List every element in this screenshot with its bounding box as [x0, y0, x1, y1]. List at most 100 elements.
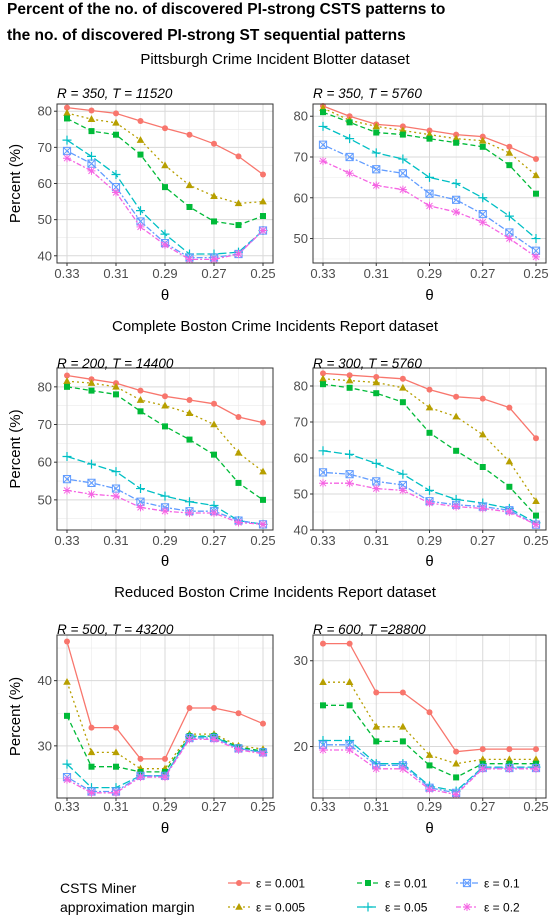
data-point	[478, 193, 488, 203]
legend-title-line-2: approximation margin	[60, 899, 195, 915]
data-point	[64, 712, 70, 719]
data-point	[161, 161, 169, 169]
series-line	[323, 681, 536, 765]
data-point	[452, 790, 461, 799]
data-point	[137, 408, 144, 415]
data-point	[113, 763, 119, 770]
data-point	[319, 157, 327, 166]
y-tick-label: 50	[294, 231, 308, 246]
data-point	[211, 400, 217, 407]
data-point	[532, 171, 540, 179]
data-point	[533, 746, 539, 753]
data-point	[87, 115, 96, 122]
series-e0-01	[64, 383, 266, 503]
data-point	[62, 475, 72, 484]
x-tick-label: 0.33	[310, 533, 335, 548]
data-point	[533, 190, 539, 197]
y-tick-label: 50	[38, 492, 52, 507]
data-point	[88, 763, 95, 770]
data-point	[62, 146, 72, 156]
x-tick-label: 0.27	[470, 533, 495, 548]
y-tick-label: 80	[38, 379, 52, 394]
data-point	[185, 181, 194, 189]
data-point	[506, 746, 513, 753]
data-point	[452, 195, 461, 204]
data-point	[346, 702, 353, 709]
data-point	[425, 751, 434, 758]
data-point	[211, 218, 217, 225]
data-point	[62, 759, 72, 769]
data-point	[320, 381, 326, 388]
data-point	[87, 151, 96, 161]
data-point	[113, 724, 119, 731]
data-point	[318, 736, 328, 746]
legend-label: ε = 0.05	[385, 901, 428, 915]
data-point	[345, 376, 354, 384]
data-point	[372, 165, 381, 174]
data-point	[234, 199, 243, 207]
x-axis-label: θ	[161, 820, 169, 837]
data-point	[259, 226, 267, 235]
y-tick-label: 60	[294, 451, 308, 466]
series-line	[322, 144, 537, 252]
x-tick-label: 0.27	[470, 266, 495, 281]
data-point	[531, 246, 541, 255]
y-tick-label: 50	[294, 487, 308, 502]
data-point	[63, 154, 71, 163]
data-point	[398, 185, 407, 194]
data-point	[345, 152, 354, 162]
data-point	[478, 136, 487, 144]
data-point	[345, 134, 355, 144]
data-point	[425, 485, 434, 495]
data-point	[532, 252, 540, 261]
data-point	[62, 452, 72, 462]
y-tick-label: 20	[294, 739, 308, 754]
data-point	[478, 755, 487, 763]
data-point	[320, 702, 326, 709]
data-point	[209, 501, 219, 511]
series-e0-001	[320, 370, 539, 442]
data-point	[111, 467, 121, 477]
legend-marker	[365, 880, 371, 886]
data-point	[479, 143, 486, 150]
data-point	[372, 722, 381, 730]
data-point	[399, 383, 407, 391]
legend-entry-e0-2: ε = 0.2	[456, 901, 520, 915]
data-point	[373, 390, 380, 397]
data-point	[87, 379, 96, 386]
data-point	[186, 705, 193, 712]
data-point	[479, 746, 486, 753]
panel-border	[312, 367, 547, 531]
legend-marker	[363, 902, 373, 912]
legend-entry-e0-01: ε = 0.01	[357, 877, 428, 891]
data-point	[425, 201, 434, 210]
data-point	[136, 497, 145, 506]
data-point	[371, 148, 381, 158]
legend-entry-e0-001: ε = 0.001	[228, 877, 305, 891]
data-point	[137, 151, 144, 158]
data-point	[398, 154, 408, 164]
data-point	[111, 169, 121, 179]
series-line	[323, 749, 536, 796]
panel-subtitle: R = 500, T = 43200	[57, 622, 174, 637]
x-tick-label: 0.31	[364, 266, 389, 281]
data-point	[346, 640, 353, 647]
x-tick-label: 0.33	[310, 799, 335, 814]
y-tick-label: 40	[38, 248, 52, 263]
legend-title-line-1: CSTS Miner	[60, 880, 137, 896]
data-point	[505, 457, 514, 465]
data-point	[112, 748, 120, 756]
data-point	[113, 110, 119, 117]
data-point	[504, 211, 514, 221]
series-e0-2	[319, 479, 540, 529]
data-point	[87, 459, 96, 469]
data-point	[453, 131, 460, 138]
panel-subtitle: R = 600, T =28800	[313, 622, 426, 637]
x-tick-label: 0.29	[152, 533, 177, 548]
y-tick-label: 70	[294, 150, 308, 165]
x-tick-label: 0.33	[310, 266, 335, 281]
data-point	[533, 435, 539, 442]
x-axis-label: θ	[425, 820, 433, 837]
x-axis-label: θ	[161, 287, 169, 304]
data-point	[346, 372, 353, 379]
